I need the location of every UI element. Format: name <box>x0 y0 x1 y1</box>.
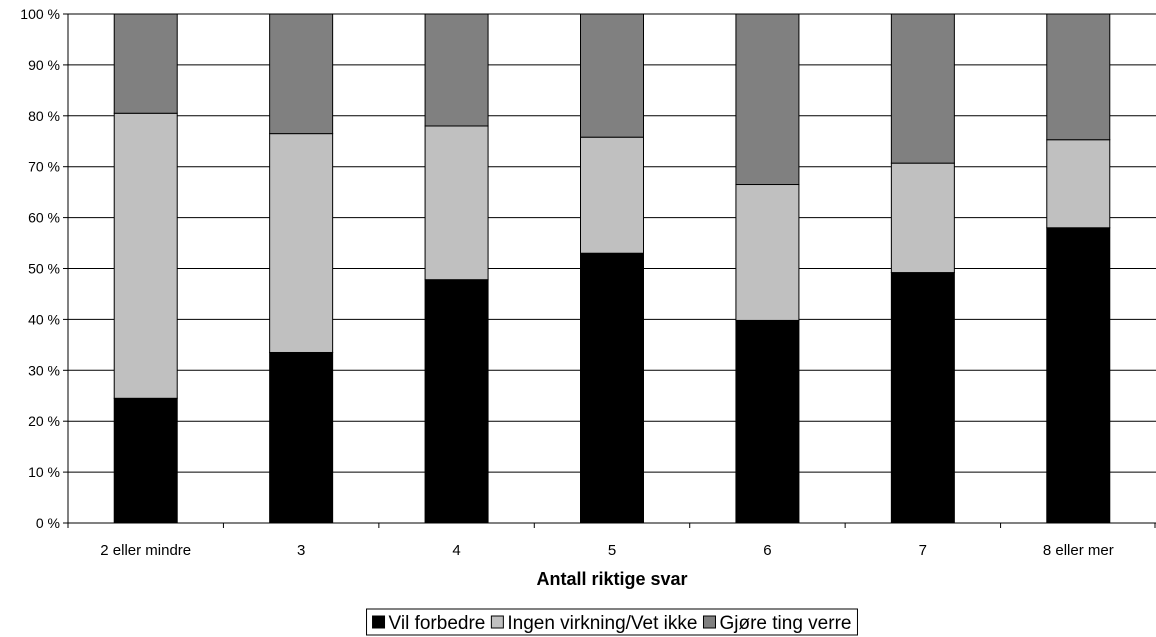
bar-segment <box>890 13 955 164</box>
legend: Vil forbedre Ingen virkning/Vet ikke Gjøre… <box>366 608 858 636</box>
y-axis-ticks: 0 % 10 % 20 % 30 % 40 % 50 % 60 % 70 % 80 % 90 % 1… <box>20 6 68 531</box>
bar-segment <box>1046 139 1111 229</box>
y-tick-label: 90 % <box>28 57 60 73</box>
y-tick-label: 0 % <box>36 515 60 531</box>
x-axis-title: Antall riktige svar <box>536 569 687 589</box>
y-tick-label: 40 % <box>28 311 60 327</box>
legend-box <box>366 608 858 636</box>
bar-segment <box>424 13 489 127</box>
bar-segment <box>735 184 800 321</box>
bar-segment <box>735 319 800 524</box>
legend-swatch <box>372 615 386 629</box>
x-tick-label: 4 <box>452 542 460 559</box>
bar-segment <box>890 162 955 274</box>
legend-label: Gjøre ting verre <box>719 613 851 634</box>
bar-segment <box>735 13 800 186</box>
y-tick-label: 30 % <box>28 362 60 378</box>
bar-segment <box>113 397 178 524</box>
y-tick-label: 60 % <box>28 210 60 226</box>
x-tick-label: 7 <box>919 542 927 559</box>
bar-segment <box>580 252 644 524</box>
y-tick-label: 10 % <box>28 464 60 480</box>
legend-item: Gjøre ting verre <box>702 613 851 634</box>
bar-segment <box>580 13 644 138</box>
bar-segment <box>269 351 334 524</box>
x-tick-label: 5 <box>608 542 616 559</box>
bar-segment <box>269 133 334 353</box>
x-axis-labels: 2 eller mindre 3 4 5 6 7 8 eller mer <box>67 523 1156 559</box>
legend-swatch <box>490 615 504 629</box>
bar-segment <box>269 13 334 135</box>
bar-segment <box>1046 227 1111 524</box>
legend-label: Ingen virkning/Vet ikke <box>507 613 697 634</box>
y-tick-label: 80 % <box>28 108 60 124</box>
y-tick-label: 70 % <box>28 159 60 175</box>
y-tick-label: 20 % <box>28 413 60 429</box>
legend-item: Vil forbedre <box>372 613 486 634</box>
y-tick-label: 100 % <box>20 6 60 22</box>
legend-swatch <box>702 615 716 629</box>
legend-item: Ingen virkning/Vet ikke <box>490 613 697 634</box>
x-tick-label: 8 eller mer <box>1043 542 1114 559</box>
x-tick-label: 2 eller mindre <box>100 542 191 559</box>
x-tick-label: 3 <box>297 542 305 559</box>
bar-segment <box>424 125 489 281</box>
bar-segment <box>113 13 178 114</box>
bar-segment <box>113 112 178 399</box>
bar-segment <box>890 272 955 524</box>
legend-label: Vil forbedre <box>389 613 486 634</box>
bars <box>113 13 1111 524</box>
bar-segment <box>424 279 489 524</box>
bar-segment <box>580 136 644 254</box>
x-tick-label: 6 <box>763 542 771 559</box>
axes <box>67 14 1156 524</box>
bar-segment <box>1046 13 1111 141</box>
y-tick-label: 50 % <box>28 261 60 277</box>
